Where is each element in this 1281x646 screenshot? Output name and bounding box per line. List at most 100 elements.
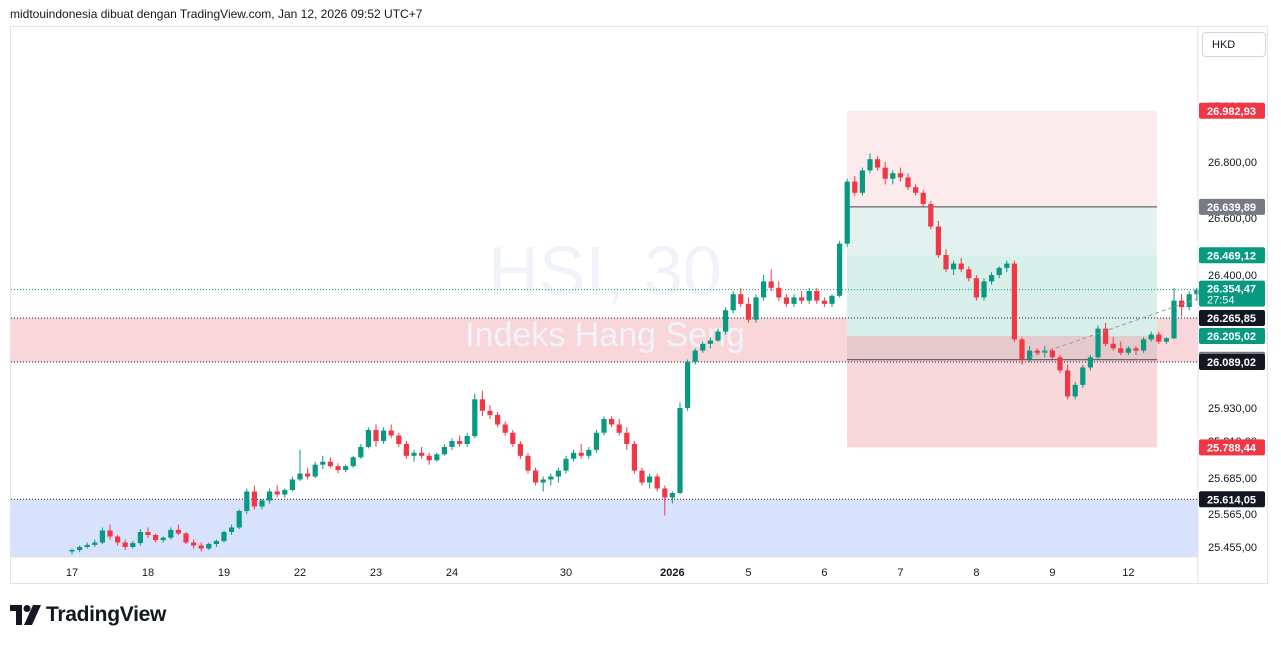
candle-body xyxy=(297,473,303,480)
candle-body xyxy=(183,533,189,543)
candle-body xyxy=(145,532,151,535)
price-label-text: 26.982,93 xyxy=(1207,106,1256,118)
candle-body xyxy=(738,294,744,304)
candle-body xyxy=(791,297,797,304)
candle-body xyxy=(479,399,485,411)
candle-body xyxy=(122,542,128,547)
candle-body xyxy=(814,291,820,301)
candle-body xyxy=(381,430,387,441)
candle-body xyxy=(905,177,911,188)
currency-button[interactable]: HKD xyxy=(1202,32,1266,57)
candle-body xyxy=(175,529,181,534)
candle-body xyxy=(1103,328,1109,344)
candle-body xyxy=(753,297,759,320)
candle-body xyxy=(1186,294,1192,308)
candle-body xyxy=(761,281,767,298)
x-tick-label: 24 xyxy=(446,567,458,579)
candle-body xyxy=(715,331,721,341)
price-label-text: 26.089,02 xyxy=(1207,357,1256,369)
x-tick-label: 18 xyxy=(142,567,154,579)
candle-body xyxy=(312,464,318,477)
candle-body xyxy=(1034,350,1040,353)
candle-body xyxy=(1049,350,1055,358)
candle-body xyxy=(707,340,713,344)
position2-upper-area xyxy=(847,206,1157,256)
price-label-box xyxy=(1199,280,1265,307)
candle-body xyxy=(426,455,432,461)
candle-body xyxy=(236,511,242,528)
price-label-box xyxy=(1199,491,1265,508)
countdown-text: 27:54 xyxy=(1207,295,1235,307)
candle-body xyxy=(578,452,584,456)
candle-body xyxy=(320,461,326,465)
candle-body xyxy=(563,458,569,471)
candle-body xyxy=(1057,357,1063,371)
candle-body xyxy=(305,473,311,477)
candle-body xyxy=(669,493,675,498)
price-label-text: 25.614,05 xyxy=(1207,494,1256,506)
candle-body xyxy=(996,267,1002,275)
watermark-name: Indeks Hang Seng xyxy=(465,316,745,354)
candle-body xyxy=(1118,348,1124,353)
price-label-box xyxy=(1199,102,1265,119)
candle-body xyxy=(730,294,736,311)
trend-line xyxy=(1029,290,1220,358)
candle-body xyxy=(867,159,873,171)
candle-body xyxy=(69,550,75,552)
candle-body xyxy=(935,226,941,256)
candle-body xyxy=(1004,263,1010,268)
candle-body xyxy=(434,454,440,461)
candle-body xyxy=(396,435,402,444)
candle-body xyxy=(251,491,257,507)
x-tick-label: 23 xyxy=(370,567,382,579)
candle-body xyxy=(1065,370,1071,397)
candle-body xyxy=(601,419,607,433)
candle-body xyxy=(1027,350,1033,360)
x-tick-label: 6 xyxy=(821,567,827,579)
candle-body xyxy=(335,466,341,471)
candle-body xyxy=(806,291,812,301)
price-label-box xyxy=(1199,328,1265,344)
candle-body xyxy=(350,457,356,467)
position2-profit-area xyxy=(847,255,1157,336)
candle-body xyxy=(419,452,425,456)
candle-body xyxy=(441,446,447,455)
candle-body xyxy=(259,500,265,507)
candle-body xyxy=(662,488,668,498)
price-label-text: 25.788,44 xyxy=(1207,442,1257,454)
candle-body xyxy=(274,491,280,495)
price-label-text: 26.639,89 xyxy=(1207,202,1256,214)
tradingview-logo[interactable]: TradingView xyxy=(10,603,166,627)
x-tick-label: 30 xyxy=(560,567,572,579)
candle-body xyxy=(951,263,957,270)
price-label-box xyxy=(1199,354,1265,370)
candle-body xyxy=(593,432,599,450)
candle-body xyxy=(1110,343,1116,349)
y-tick-label: 25.930,00 xyxy=(1208,403,1257,415)
attribution-text: midtouindonesia dibuat dengan TradingVie… xyxy=(10,7,423,21)
candle-body xyxy=(897,173,903,178)
candle-body xyxy=(487,410,493,415)
candle-body xyxy=(1125,348,1131,353)
support-zone xyxy=(11,499,1198,557)
candle-body xyxy=(206,544,212,549)
candle-body xyxy=(966,269,972,279)
candle-body xyxy=(229,527,235,532)
watermark-symbol: HSI, 30 xyxy=(488,232,721,310)
candle-body xyxy=(365,430,371,447)
candle-body xyxy=(890,173,896,179)
candle-body xyxy=(267,491,273,501)
candle-body xyxy=(776,287,782,298)
candle-body xyxy=(403,443,409,456)
y-tick-label: 26.600,00 xyxy=(1208,213,1257,225)
candle-body xyxy=(495,414,501,425)
x-tick-label: 9 xyxy=(1049,567,1055,579)
candle-body xyxy=(464,436,470,444)
candle-body xyxy=(472,399,478,437)
y-tick-label: 25.565,00 xyxy=(1208,509,1257,521)
candle-body xyxy=(723,310,729,332)
price-label-box xyxy=(1199,310,1265,326)
candle-body xyxy=(586,449,592,456)
candle-body xyxy=(875,159,881,168)
